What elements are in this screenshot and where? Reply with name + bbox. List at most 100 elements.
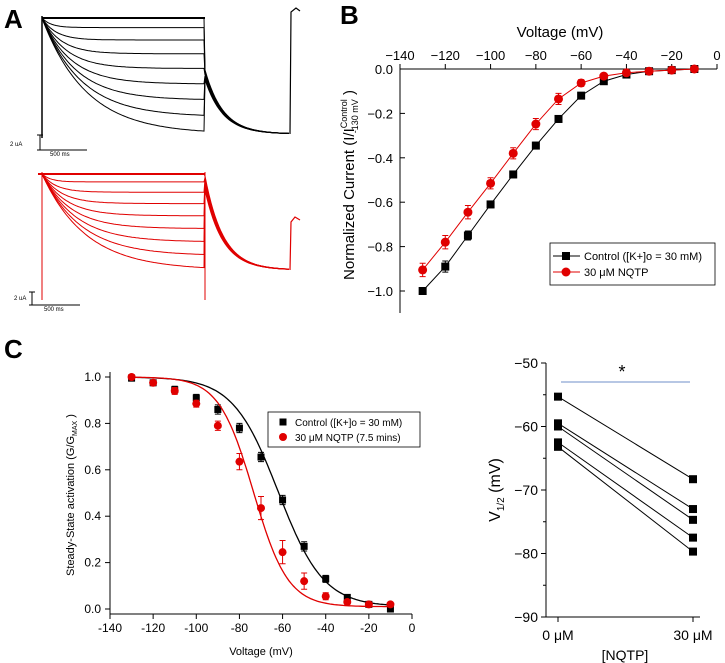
data-point-square: [214, 405, 222, 413]
x-tick-label: 0: [409, 621, 416, 635]
y-tick-label: 1.0: [84, 370, 101, 384]
paired-line: [557, 422, 694, 510]
data-point-square: [562, 252, 570, 260]
paired-line: [557, 396, 694, 480]
x-axis-title: Voltage (mV): [229, 646, 293, 658]
panel-label-b: B: [340, 0, 359, 30]
y-axis-title: V1/2 (mV): [487, 458, 507, 522]
x-tick-label: 30 μM: [673, 627, 712, 643]
control-tail-jump: [289, 7, 301, 135]
x-tick-label: -40: [317, 621, 335, 635]
data-point-square: [554, 114, 563, 123]
data-point-square: [279, 496, 287, 504]
nqtp-current-trace: [41, 173, 290, 270]
legend-box: [549, 242, 716, 286]
y-axis-title: Normalized Current (I/IControl-130 mV ): [339, 90, 360, 280]
panel-label-a: A: [4, 4, 23, 34]
paired-line: [557, 426, 694, 521]
x-tick-label: -140: [98, 621, 122, 635]
data-point-square: [257, 453, 265, 461]
x-tick-label: −60: [570, 48, 592, 63]
y-tick-label: −90: [514, 609, 538, 625]
x-tick-label: −80: [525, 48, 547, 63]
paired-line: [557, 441, 694, 539]
data-point-circle: [667, 65, 677, 75]
nqtp-current-trace: [41, 173, 290, 270]
scale-current-label-nqtp: 2 uA: [14, 296, 26, 302]
control-current-trace: [41, 17, 289, 134]
scale-current-label-control: 2 uA: [10, 142, 22, 148]
x-axis-title: Voltage (mV): [517, 24, 604, 41]
data-point-square: [554, 442, 562, 451]
y-tick-label: −0.2: [367, 106, 393, 121]
scale-time-label-nqtp: 500 ms: [44, 307, 64, 313]
y-tick-label: −70: [514, 482, 538, 498]
x-tick-label: -20: [360, 621, 378, 635]
x-tick-label: -60: [274, 621, 292, 635]
data-point-circle: [599, 71, 609, 81]
data-point-square: [300, 542, 308, 550]
data-point-square: [554, 438, 562, 447]
data-point-circle: [343, 598, 352, 607]
control-current-trace: [41, 17, 290, 134]
scale-bar-control: [37, 134, 87, 151]
data-point-square: [599, 77, 608, 86]
data-point-square: [463, 231, 472, 240]
data-point-square: [235, 424, 243, 432]
nqtp-tail-jump: [289, 216, 301, 271]
data-point-circle: [508, 148, 518, 158]
data-point-square: [554, 392, 562, 401]
y-tick-label: −50: [514, 355, 538, 371]
x-tick-label: −100: [476, 48, 505, 63]
data-point-square: [441, 262, 450, 271]
panel-c-chart: -140 -120 -100 -80 -60 -40 -20 0 0.0 0.2 0.4 0.6 0.8…: [65, 370, 421, 658]
y-tick-label: −80: [514, 546, 538, 562]
data-point-circle: [321, 592, 330, 601]
data-point-square: [577, 91, 586, 100]
data-point-square: [531, 141, 540, 150]
y-tick-label: 0.8: [84, 416, 101, 430]
data-point-circle: [192, 399, 201, 408]
data-point-square: [386, 605, 394, 613]
x-tick-label: -80: [231, 621, 249, 635]
x-tick-label: -120: [141, 621, 165, 635]
data-point-circle: [149, 378, 158, 387]
data-point-circle: [278, 548, 287, 557]
data-point-circle: [418, 265, 428, 275]
data-point-circle: [531, 119, 541, 129]
control-current-trace: [42, 17, 290, 134]
nqtp-current-trace: [42, 173, 290, 270]
legend-box: [267, 411, 421, 448]
data-point-circle: [300, 577, 309, 586]
y-tick-label: −0.6: [367, 195, 393, 210]
control-current-trace: [41, 17, 289, 134]
control-current-trace: [41, 17, 289, 134]
data-point-circle: [644, 66, 654, 76]
y-tick-label: 0.4: [84, 509, 101, 523]
legend-label: 30 μM NQTP (7.5 mins): [295, 433, 401, 444]
data-point-circle: [127, 373, 136, 381]
data-point-circle: [257, 504, 265, 513]
data-point-square: [343, 593, 351, 601]
panel-d-chart: −50 −60 −70 −80 −900 μM 30 μM [NQTP] V1/2 (mV) *: [487, 355, 713, 663]
significance-star: *: [618, 362, 625, 382]
nqtp-current-trace: [41, 173, 290, 270]
y-tick-label: 0.0: [84, 602, 101, 616]
nqtp-current-trace: [41, 173, 290, 270]
data-point-circle: [463, 207, 473, 217]
data-point-square: [689, 515, 697, 524]
legend-label: 30 μM NQTP: [584, 267, 648, 279]
data-point-circle: [170, 386, 179, 395]
y-tick-label: 0.6: [84, 463, 101, 477]
y-tick-label: 0.0: [375, 62, 393, 77]
y-tick-label: 0.2: [84, 556, 101, 570]
data-point-circle: [440, 237, 450, 247]
data-point-square: [486, 200, 495, 209]
y-tick-label: −1.0: [367, 284, 393, 299]
x-tick-label: 0 μM: [542, 627, 573, 643]
x-tick-label: 0: [713, 48, 720, 63]
data-point-circle: [576, 78, 586, 88]
data-point-square: [554, 422, 562, 431]
